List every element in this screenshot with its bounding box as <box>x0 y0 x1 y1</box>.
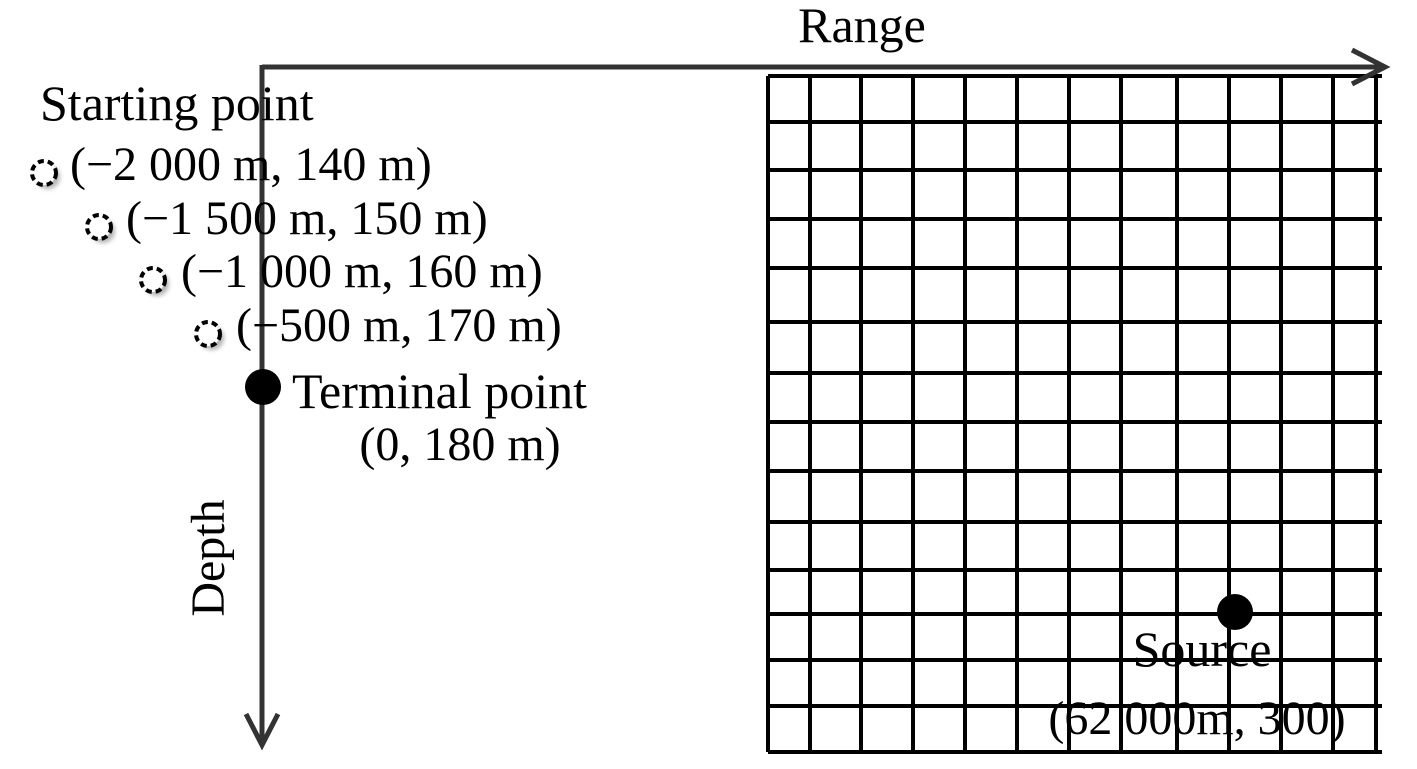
range-axis-arrowhead <box>1350 47 1391 87</box>
terminal-point-coords: (0, 180 m) <box>359 418 560 471</box>
depth-axis-label: Depth <box>182 499 235 616</box>
source-marker <box>1217 594 1253 630</box>
track-point-label: (−1 500 m, 150 m) <box>126 192 488 245</box>
starting-point-label: Starting point <box>40 75 314 131</box>
track-point-label: (−2 000 m, 140 m) <box>70 138 432 191</box>
track-point-label: (−500 m, 170 m) <box>236 299 562 352</box>
depth-axis-arrowhead <box>243 712 281 751</box>
range-axis <box>262 47 1391 87</box>
computational-grid <box>766 74 1382 754</box>
track-point-label: (−1 000 m, 160 m) <box>181 245 543 298</box>
track-point-marker <box>194 320 222 348</box>
range-axis-label: Range <box>798 0 926 53</box>
terminal-point-marker <box>245 369 281 405</box>
track-point-marker <box>85 213 113 241</box>
source-label: Source <box>1133 621 1272 677</box>
starting-point-markers <box>30 159 224 350</box>
starting-point-marker <box>30 159 58 187</box>
source-coords: (62 000m, 300) <box>1048 692 1345 745</box>
track-point-marker <box>139 266 167 294</box>
terminal-point-label: Terminal point <box>292 363 587 419</box>
